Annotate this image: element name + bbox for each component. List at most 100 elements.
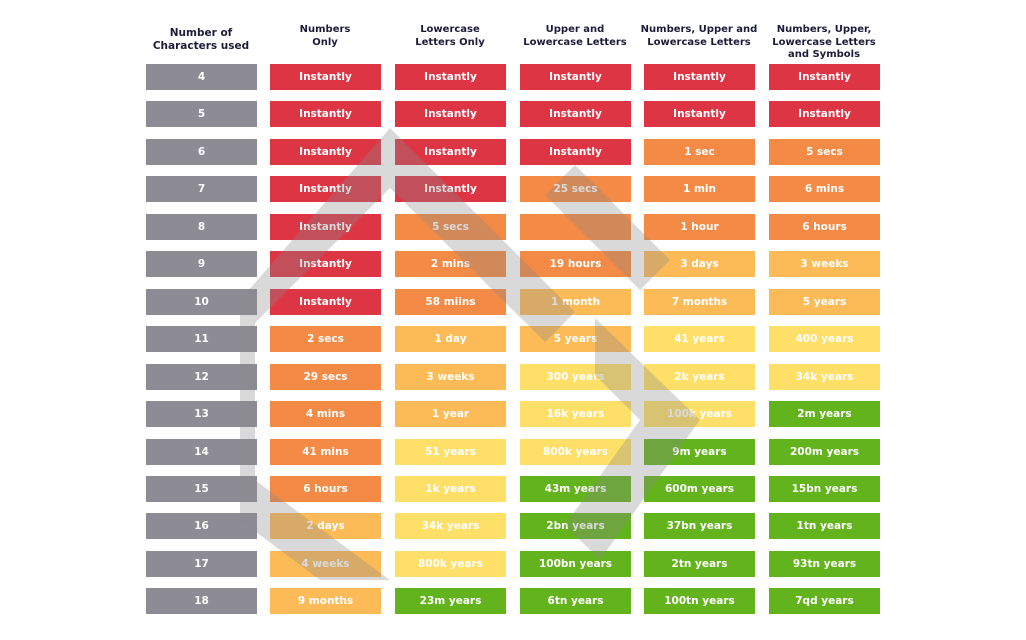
- crack-time-cell: Instantly: [395, 64, 506, 90]
- crack-time-cell: 600m years: [644, 476, 755, 502]
- crack-time-cell: Instantly: [769, 101, 880, 127]
- crack-time-cell: 100k years: [644, 401, 755, 427]
- crack-time-cell: 1 hour: [644, 214, 755, 240]
- character-count-cell: 10: [146, 289, 257, 315]
- crack-time-cell: 5 years: [769, 289, 880, 315]
- character-count-cell: 9: [146, 251, 257, 277]
- crack-time-cell: 34k years: [395, 513, 506, 539]
- character-count-cell: 4: [146, 64, 257, 90]
- crack-time-cell: 9m years: [644, 439, 755, 465]
- character-count-cell: 13: [146, 401, 257, 427]
- crack-time-cell: Instantly: [644, 101, 755, 127]
- crack-time-cell: 2 secs: [270, 326, 381, 352]
- character-count-cell: 6: [146, 139, 257, 165]
- crack-time-cell: Instantly: [644, 64, 755, 90]
- crack-time-cell: 23m years: [395, 588, 506, 614]
- character-count-cell: 15: [146, 476, 257, 502]
- crack-time-cell: 25 secs: [520, 176, 631, 202]
- crack-time-cell: Instantly: [270, 101, 381, 127]
- crack-time-cell: 1tn years: [769, 513, 880, 539]
- crack-time-cell: 16k years: [520, 401, 631, 427]
- crack-time-cell: 3 days: [644, 251, 755, 277]
- column-header-line: Lowercase Letters: [523, 36, 627, 48]
- column-header-line: Only: [312, 36, 338, 48]
- crack-time-cell: Instantly: [270, 176, 381, 202]
- character-count-cell: 14: [146, 439, 257, 465]
- crack-time-cell: 2 days: [270, 513, 381, 539]
- column-header-line: Lowercase Letters: [647, 36, 751, 48]
- crack-time-cell: 6 mins: [769, 176, 880, 202]
- crack-time-cell: Instantly: [395, 101, 506, 127]
- crack-time-cell: 5 secs: [769, 139, 880, 165]
- crack-time-cell: 58 miins: [395, 289, 506, 315]
- crack-time-cell: 19 hours: [520, 251, 631, 277]
- crack-time-cell: 4 mins: [270, 401, 381, 427]
- column-header-line: and Symbols: [787, 49, 861, 60]
- column-header: Numbers, Upper and Lowercase Letters: [637, 24, 761, 49]
- character-count-cell: 11: [146, 326, 257, 352]
- crack-time-cell: [520, 214, 631, 240]
- crack-time-cell: 2bn years: [520, 513, 631, 539]
- crack-time-cell: 400 years: [769, 326, 880, 352]
- column-header-line: Upper and: [545, 24, 605, 35]
- character-count-cell: 12: [146, 364, 257, 390]
- crack-time-cell: 1 year: [395, 401, 506, 427]
- crack-time-cell: 5 secs: [395, 214, 506, 240]
- crack-time-cell: 2 mins: [395, 251, 506, 277]
- crack-time-cell: 2m years: [769, 401, 880, 427]
- crack-time-cell: Instantly: [520, 101, 631, 127]
- crack-time-cell: 1 min: [644, 176, 755, 202]
- character-count-cell: 16: [146, 513, 257, 539]
- character-count-cell: 17: [146, 551, 257, 577]
- column-header-line: Letters Only: [415, 36, 485, 48]
- crack-time-cell: 100tn years: [644, 588, 755, 614]
- crack-time-cell: 300 years: [520, 364, 631, 390]
- crack-time-cell: Instantly: [270, 251, 381, 277]
- crack-time-cell: 800k years: [395, 551, 506, 577]
- column-header-line: Lowercase: [420, 24, 480, 35]
- column-header-line: Numbers: [299, 24, 351, 35]
- crack-time-cell: 1 month: [520, 289, 631, 315]
- crack-time-cell: Instantly: [520, 64, 631, 90]
- character-count-cell: 5: [146, 101, 257, 127]
- character-count-cell: 7: [146, 176, 257, 202]
- crack-time-cell: 37bn years: [644, 513, 755, 539]
- column-header-line: Number of: [169, 27, 233, 39]
- column-header-line: Characters used: [152, 39, 250, 52]
- crack-time-cell: 34k years: [769, 364, 880, 390]
- column-header: Lowercase Letters Only: [388, 24, 512, 49]
- crack-time-cell: 7 months: [644, 289, 755, 315]
- crack-time-cell: Instantly: [270, 289, 381, 315]
- crack-time-cell: 100bn years: [520, 551, 631, 577]
- crack-time-cell: Instantly: [270, 214, 381, 240]
- crack-time-cell: 51 years: [395, 439, 506, 465]
- crack-time-cell: 6 hours: [270, 476, 381, 502]
- crack-time-cell: 41 mins: [270, 439, 381, 465]
- column-header-line: Numbers, Upper,: [776, 24, 872, 35]
- crack-time-cell: 1 sec: [644, 139, 755, 165]
- crack-time-cell: 41 years: [644, 326, 755, 352]
- crack-time-cell: 29 secs: [270, 364, 381, 390]
- crack-time-cell: Instantly: [270, 64, 381, 90]
- crack-time-cell: 3 weeks: [395, 364, 506, 390]
- column-header: Numbers Only: [263, 24, 387, 49]
- crack-time-cell: Instantly: [769, 64, 880, 90]
- character-count-cell: 18: [146, 588, 257, 614]
- crack-time-cell: 2tn years: [644, 551, 755, 577]
- crack-time-cell: 15bn years: [769, 476, 880, 502]
- crack-time-cell: Instantly: [395, 139, 506, 165]
- crack-time-cell: 2k years: [644, 364, 755, 390]
- crack-time-cell: 1k years: [395, 476, 506, 502]
- crack-time-cell: 3 weeks: [769, 251, 880, 277]
- column-header: Number of Characters used: [139, 27, 263, 52]
- column-header: Numbers, Upper, Lowercase Letters and Symb…: [762, 24, 886, 62]
- crack-time-cell: 9 months: [270, 588, 381, 614]
- crack-time-cell: Instantly: [395, 176, 506, 202]
- column-header-line: Lowercase Letters: [772, 36, 876, 48]
- column-header: Upper and Lowercase Letters: [513, 24, 637, 49]
- character-count-cell: 8: [146, 214, 257, 240]
- crack-time-cell: 6 hours: [769, 214, 880, 240]
- crack-time-cell: Instantly: [520, 139, 631, 165]
- crack-time-cell: 93tn years: [769, 551, 880, 577]
